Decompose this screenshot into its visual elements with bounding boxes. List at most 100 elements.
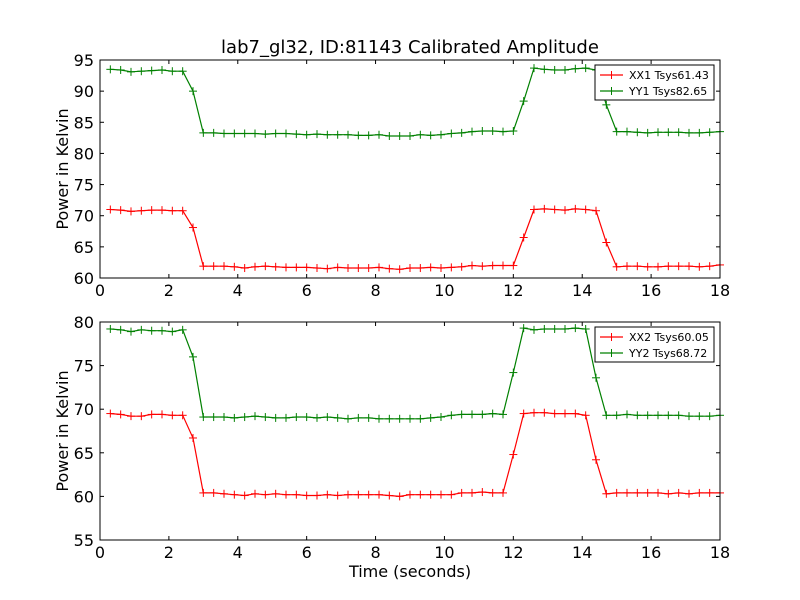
bottom-x-tick-label: 6 [302, 543, 312, 562]
bottom-y-tick-label: 80 [74, 313, 94, 332]
bottom-series-2-point [271, 413, 280, 422]
bottom-series-1-point [127, 412, 135, 421]
top-series-1-point [385, 264, 394, 273]
top-series-1-point [158, 206, 166, 215]
bottom-series-2-point [602, 411, 611, 420]
bottom-series-2-point [426, 413, 435, 422]
top-series-1-point [168, 206, 177, 215]
bottom-series-1-point [292, 490, 301, 499]
bottom-series-2-point [240, 413, 249, 422]
top-series-1-point [354, 264, 363, 273]
bottom-series-2-point [209, 413, 218, 422]
top-series-2-point [581, 64, 590, 73]
top-series-2-point [313, 130, 321, 139]
top-series-2-point [602, 100, 611, 109]
top-series-1-point [302, 263, 311, 272]
top-series-2-point [199, 128, 208, 137]
top-series-1-point [499, 261, 507, 270]
top-series-2-point [375, 130, 383, 139]
bottom-series-1-point [230, 490, 239, 499]
top-x-tick-label: 14 [572, 281, 592, 300]
top-y-tick-label: 70 [74, 207, 94, 226]
bottom-x-tick-label: 4 [233, 543, 243, 562]
bottom-series-1-point [530, 408, 538, 417]
top-series-2-point [220, 129, 228, 138]
bottom-series-2-point [354, 413, 363, 422]
bottom-legend-label: XX2 Tsys60.05 [629, 331, 709, 344]
top-y-tick-label: 85 [74, 113, 94, 132]
top-series-2-point [550, 65, 559, 74]
bottom-series-2-point [375, 414, 383, 423]
bottom-series-2-point [447, 411, 456, 420]
bottom-y-tick-label: 65 [74, 444, 94, 463]
top-series-1-point [447, 263, 456, 272]
top-x-tick-label: 4 [233, 281, 243, 300]
top-series-1-point [602, 238, 611, 247]
top-y-tick-label: 75 [74, 176, 94, 195]
bottom-series-2-point [106, 324, 115, 333]
bottom-series-2-point [313, 413, 321, 422]
bottom-series-1-point [602, 489, 611, 498]
top-series-2-point [674, 128, 683, 137]
bottom-series-2-point [137, 325, 146, 334]
top-series-2-point [488, 127, 497, 136]
bottom-series-2-point [478, 410, 487, 419]
bottom-series-2-point [468, 410, 476, 419]
top-x-tick-label: 0 [95, 281, 105, 300]
top-series-1-point [189, 223, 197, 232]
top-series-2-point [643, 128, 652, 137]
bottom-axes-frame [99, 321, 721, 541]
bottom-series-1-point [220, 489, 228, 498]
top-series-2-point [168, 67, 177, 76]
top-series-2-point [416, 130, 425, 139]
top-series-1-point [282, 263, 290, 272]
top-series-2-point [106, 65, 115, 74]
top-series-1-point [519, 233, 528, 242]
bottom-y-tick-label: 70 [74, 400, 94, 419]
bottom-y-axis-label: Power in Kelvin [53, 370, 72, 491]
bottom-series-1-point [550, 409, 559, 418]
top-series-1-point [592, 206, 600, 215]
bottom-series-1-point [302, 491, 311, 500]
top-series-2-point [426, 131, 435, 140]
bottom-series-2-point [220, 413, 228, 422]
top-legend: XX1 Tsys61.43 YY1 Tsys82.65 [594, 64, 715, 101]
top-series-2-point [530, 64, 538, 73]
bottom-series-1-point [468, 488, 476, 497]
top-series-2-point [612, 127, 621, 136]
bottom-series-2-point [406, 414, 414, 423]
bottom-legend: XX2 Tsys60.05 YY2 Tsys68.72 [594, 326, 715, 363]
top-series-2-point [654, 128, 662, 137]
bottom-series-2-point [705, 412, 714, 421]
top-series-1-point [323, 264, 332, 273]
top-panel: 0 2 4 6 8 10 12 14 16 18 60 65 70 75 80 85 90 95 Power in … [53, 51, 730, 300]
top-series-2-point [116, 65, 125, 74]
top-x-tick-label: 12 [503, 281, 523, 300]
top-series-2-point [685, 128, 693, 137]
bottom-series-1-point [643, 488, 652, 497]
bottom-series-1-point [395, 492, 404, 501]
bottom-series-2-point [674, 411, 683, 420]
bottom-series-1-point [354, 490, 363, 499]
bottom-series-1-point [519, 409, 528, 418]
bottom-series-1-point [478, 488, 487, 497]
bottom-series-2-point [282, 413, 290, 422]
top-series-1-point [540, 204, 549, 213]
top-series-1-point [209, 262, 218, 271]
top-series-2-point [137, 67, 146, 76]
bottom-series-2-point [592, 373, 600, 382]
bottom-series-1-point [540, 408, 549, 417]
top-series-2-point [499, 127, 507, 136]
top-series-1-point [488, 261, 497, 270]
top-series-1-point [292, 263, 301, 272]
bottom-legend-item: YY2 Tsys68.72 [600, 347, 707, 360]
bottom-series-2-point [116, 325, 125, 334]
bottom-series-1-point [209, 488, 218, 497]
bottom-series-2-point [654, 411, 662, 420]
top-series-1-point [416, 264, 425, 273]
bottom-series-2-point [344, 414, 352, 423]
top-series-1-point [313, 264, 321, 273]
bottom-series-2-point [457, 410, 466, 419]
top-series-2-point [540, 65, 549, 74]
